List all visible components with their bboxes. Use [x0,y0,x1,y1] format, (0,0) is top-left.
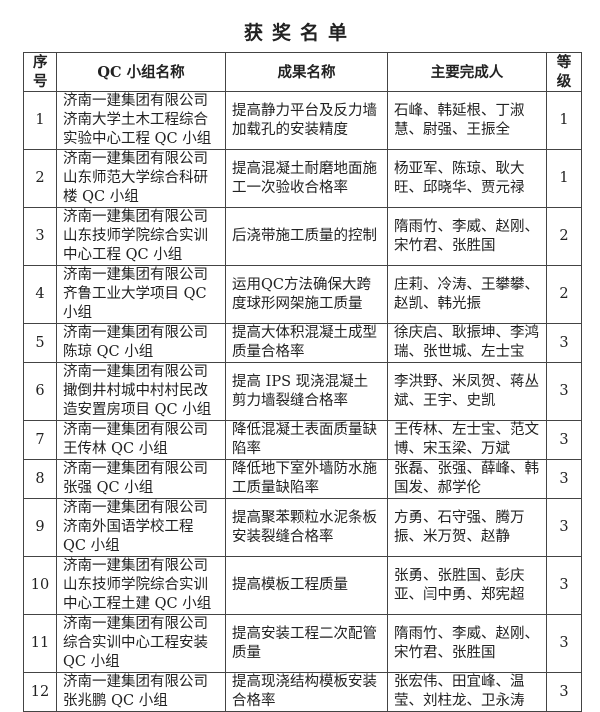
row-number: 1 [23,91,57,150]
main-contributors: 徐庆启、耿振坤、李鸿瑞、张世城、左士宝 [387,323,547,363]
qc-group-name: 济南一建集团有限公司山东技师学院综合实训中心工程 QC 小组 [56,207,226,266]
row-number: 8 [23,459,57,499]
main-contributors: 李洪野、米凤贺、蒋丛斌、王宇、史凯 [387,362,547,421]
qc-group-name: 济南一建集团有限公司张兆鹏 QC 小组 [56,672,226,712]
qc-group-name: 济南一建集团有限公司撖倒井村城中村村民改造安置房项目 QC 小组 [56,362,226,421]
main-contributors: 张勇、张胜国、彭庆亚、闫中勇、郑宪超 [387,556,547,615]
result-name: 提高现浇结构模板安装合格率 [225,672,388,712]
table-row: 10 济南一建集团有限公司山东技师学院综合实训中心工程土建 QC 小组 提高模板工程… [23,556,582,615]
row-number: 5 [23,323,57,363]
row-number: 3 [23,207,57,266]
header-result: 成果名称 [225,52,388,92]
table-row: 3 济南一建集团有限公司山东技师学院综合实训中心工程 QC 小组 后浇带施工质量的控… [23,207,582,266]
result-name: 提高模板工程质量 [225,556,388,615]
page-title: 获奖名单 [243,22,356,44]
main-contributors: 杨亚军、陈琼、耿大旺、邱晓华、贾元禄 [387,149,547,208]
main-contributors: 隋雨竹、李威、赵刚、宋竹君、张胜国 [387,614,547,673]
award-level: 3 [546,420,582,460]
header-no: 序号 [23,52,57,92]
table-header-row: 序号 QC 小组名称 成果名称 主要完成人 等级 [23,52,582,92]
award-level: 1 [546,91,582,150]
result-name: 运用QC方法确保大跨度球形网架施工质量 [225,265,388,324]
row-number: 10 [23,556,57,615]
qc-group-name: 济南一建集团有限公司陈琼 QC 小组 [56,323,226,363]
qc-group-name: 济南一建集团有限公司张强 QC 小组 [56,459,226,499]
qc-group-name: 济南一建集团有限公司齐鲁工业大学项目 QC 小组 [56,265,226,324]
header-level: 等级 [546,52,582,92]
qc-group-name: 济南一建集团有限公司综合实训中心工程安装 QC 小组 [56,614,226,673]
award-level: 3 [546,362,582,421]
award-level: 2 [546,207,582,266]
result-name: 提高静力平台及反力墙加载孔的安装精度 [225,91,388,150]
award-level: 3 [546,614,582,673]
table-row: 7 济南一建集团有限公司王传林 QC 小组 降低混凝土表面质量缺陷率 王传林、左士宝、… [23,420,582,460]
row-number: 6 [23,362,57,421]
qc-group-name: 济南一建集团有限公司济南外国语学校工程 QC 小组 [56,498,226,557]
award-level: 3 [546,672,582,712]
table-row: 4 济南一建集团有限公司齐鲁工业大学项目 QC 小组 运用QC方法确保大跨度球形网架… [23,265,582,324]
result-name: 提高安装工程二次配管质量 [225,614,388,673]
award-level: 3 [546,498,582,557]
qc-group-name: 济南一建集团有限公司王传林 QC 小组 [56,420,226,460]
main-contributors: 张磊、张强、薛峰、韩国发、郝学伦 [387,459,547,499]
result-name: 降低混凝土表面质量缺陷率 [225,420,388,460]
row-number: 12 [23,672,57,712]
table-row: 9 济南一建集团有限公司济南外国语学校工程 QC 小组 提高聚苯颗粒水泥条板安装裂缝… [23,498,582,557]
award-level: 3 [546,459,582,499]
table-row: 5 济南一建集团有限公司陈琼 QC 小组 提高大体积混凝土成型质量合格率 徐庆启、耿振… [23,323,582,363]
header-group: QC 小组名称 [56,52,226,92]
main-contributors: 隋雨竹、李威、赵刚、宋竹君、张胜国 [387,207,547,266]
qc-group-name: 济南一建集团有限公司山东技师学院综合实训中心工程土建 QC 小组 [56,556,226,615]
table-row: 8 济南一建集团有限公司张强 QC 小组 降低地下室外墙防水施工质量缺陷率 张磊、张强… [23,459,582,499]
table-row: 1 济南一建集团有限公司济南大学土木工程综合实验中心工程 QC 小组 提高静力平台及… [23,91,582,150]
qc-group-name: 济南一建集团有限公司山东师范大学综合科研楼 QC 小组 [56,149,226,208]
header-people: 主要完成人 [387,52,547,92]
row-number: 4 [23,265,57,324]
row-number: 7 [23,420,57,460]
table-row: 11 济南一建集团有限公司综合实训中心工程安装 QC 小组 提高安装工程二次配管质量… [23,614,582,673]
result-name: 提高 IPS 现浇混凝土剪力墙裂缝合格率 [225,362,388,421]
award-level: 2 [546,265,582,324]
row-number: 2 [23,149,57,208]
awards-table: 序号 QC 小组名称 成果名称 主要完成人 等级 1 济南一建集团有限公司济南大学… [23,52,582,712]
main-contributors: 石峰、韩延根、丁淑慧、尉强、王振全 [387,91,547,150]
main-contributors: 庄莉、冷涛、王攀攀、赵凯、韩光振 [387,265,547,324]
result-name: 提高大体积混凝土成型质量合格率 [225,323,388,363]
row-number: 11 [23,614,57,673]
result-name: 提高混凝土耐磨地面施工一次验收合格率 [225,149,388,208]
result-name: 后浇带施工质量的控制 [225,207,388,266]
qc-group-name: 济南一建集团有限公司济南大学土木工程综合实验中心工程 QC 小组 [56,91,226,150]
result-name: 提高聚苯颗粒水泥条板安装裂缝合格率 [225,498,388,557]
award-level: 3 [546,323,582,363]
table-row: 6 济南一建集团有限公司撖倒井村城中村村民改造安置房项目 QC 小组 提高 IPS … [23,362,582,421]
main-contributors: 方勇、石守强、腾万振、米万贺、赵静 [387,498,547,557]
award-level: 3 [546,556,582,615]
result-name: 降低地下室外墙防水施工质量缺陷率 [225,459,388,499]
row-number: 9 [23,498,57,557]
main-contributors: 王传林、左士宝、范文博、宋玉梁、万斌 [387,420,547,460]
award-level: 1 [546,149,582,208]
table-row: 12 济南一建集团有限公司张兆鹏 QC 小组 提高现浇结构模板安装合格率 张宏伟、田宜… [23,672,582,712]
table-row: 2 济南一建集团有限公司山东师范大学综合科研楼 QC 小组 提高混凝土耐磨地面施工一… [23,149,582,208]
main-contributors: 张宏伟、田宜峰、温莹、刘柱龙、卫永涛 [387,672,547,712]
